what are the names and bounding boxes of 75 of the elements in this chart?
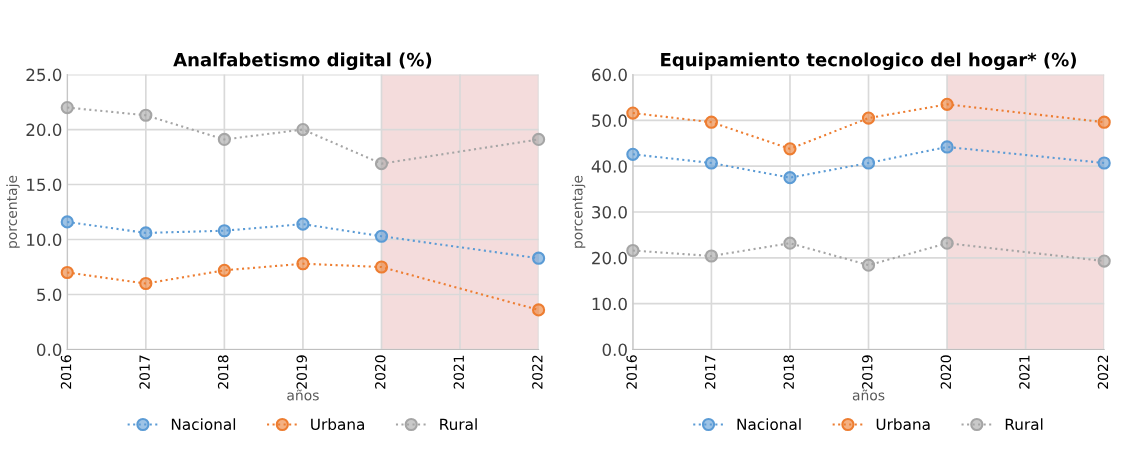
point [217,263,231,277]
y-tick-label: 0.0 [602,343,627,357]
y-tick-label: 15.0 [27,178,62,192]
legend-label: Rural [440,418,477,431]
point [704,249,719,263]
point [940,236,954,250]
x-axis-title: años [287,389,319,401]
y-tick-label: 5.0 [37,288,62,302]
point [296,257,310,271]
x-tick-label: 2016 [626,355,637,389]
legend-label: Nacional [171,418,236,431]
y-tick-label: 60.0 [592,68,627,82]
point [1097,254,1111,268]
legend-label: Nacional [737,418,801,431]
point [531,132,546,147]
x-tick-label: 2018 [783,355,794,389]
x-tick-label: 2022 [532,355,543,389]
point [60,265,74,280]
point [861,258,876,272]
x-tick-label: 2018 [217,355,229,389]
point [374,157,389,171]
y-tick-label: 25.0 [26,68,62,82]
point [704,156,719,170]
legend-label: Urbana [311,418,364,431]
point [940,140,954,154]
x-tick-label: 2021 [453,355,465,389]
x-tick-label: 2016 [60,355,72,389]
chart-title: Equipamiento tecnologico del hogar* (%) [661,52,1076,71]
point [139,276,153,291]
x-tick-label: 2019 [862,355,873,389]
y-axis-title: porcentaje [571,175,586,248]
point [626,243,640,258]
x-tick-label: 2019 [296,355,307,389]
legend-label: Rural [1005,418,1043,431]
point [139,226,153,240]
y-axis-title: porcentaje [6,175,20,248]
x-tick-label: 2020 [375,355,386,389]
point [217,132,231,147]
y-tick-label: 10.0 [27,233,62,247]
point [783,142,797,156]
x-tick-label: 2017 [704,355,716,389]
point [626,147,640,161]
y-tick-label: 40.0 [591,160,627,173]
x-axis-title: años [852,389,885,401]
point [60,100,74,115]
chart-title: Analfabetismo digital (%) [173,52,432,71]
point [296,217,310,231]
point [60,215,74,229]
x-tick-label: 2022 [1097,355,1109,389]
point [296,122,310,137]
point [531,303,546,317]
point [704,115,719,129]
point [374,229,389,243]
point [861,156,876,170]
point [783,171,797,185]
y-tick-label: 20.0 [26,123,62,137]
y-tick-label: 20.0 [592,251,627,265]
point [217,224,231,238]
point [139,108,153,122]
point [1097,156,1111,170]
x-tick-label: 2017 [139,355,150,389]
point [374,260,389,274]
point [940,97,954,111]
point [1097,115,1111,129]
point [861,111,876,125]
y-tick-label: 10.0 [592,297,627,311]
y-tick-label: 30.0 [592,205,627,219]
point [531,251,546,265]
point [626,106,640,120]
y-tick-label: 50.0 [592,114,627,127]
x-tick-label: 2020 [940,355,952,389]
point [783,236,797,250]
y-tick-label: 0.0 [36,343,62,357]
x-tick-label: 2021 [1019,355,1030,389]
legend-label: Urbana [876,418,930,431]
